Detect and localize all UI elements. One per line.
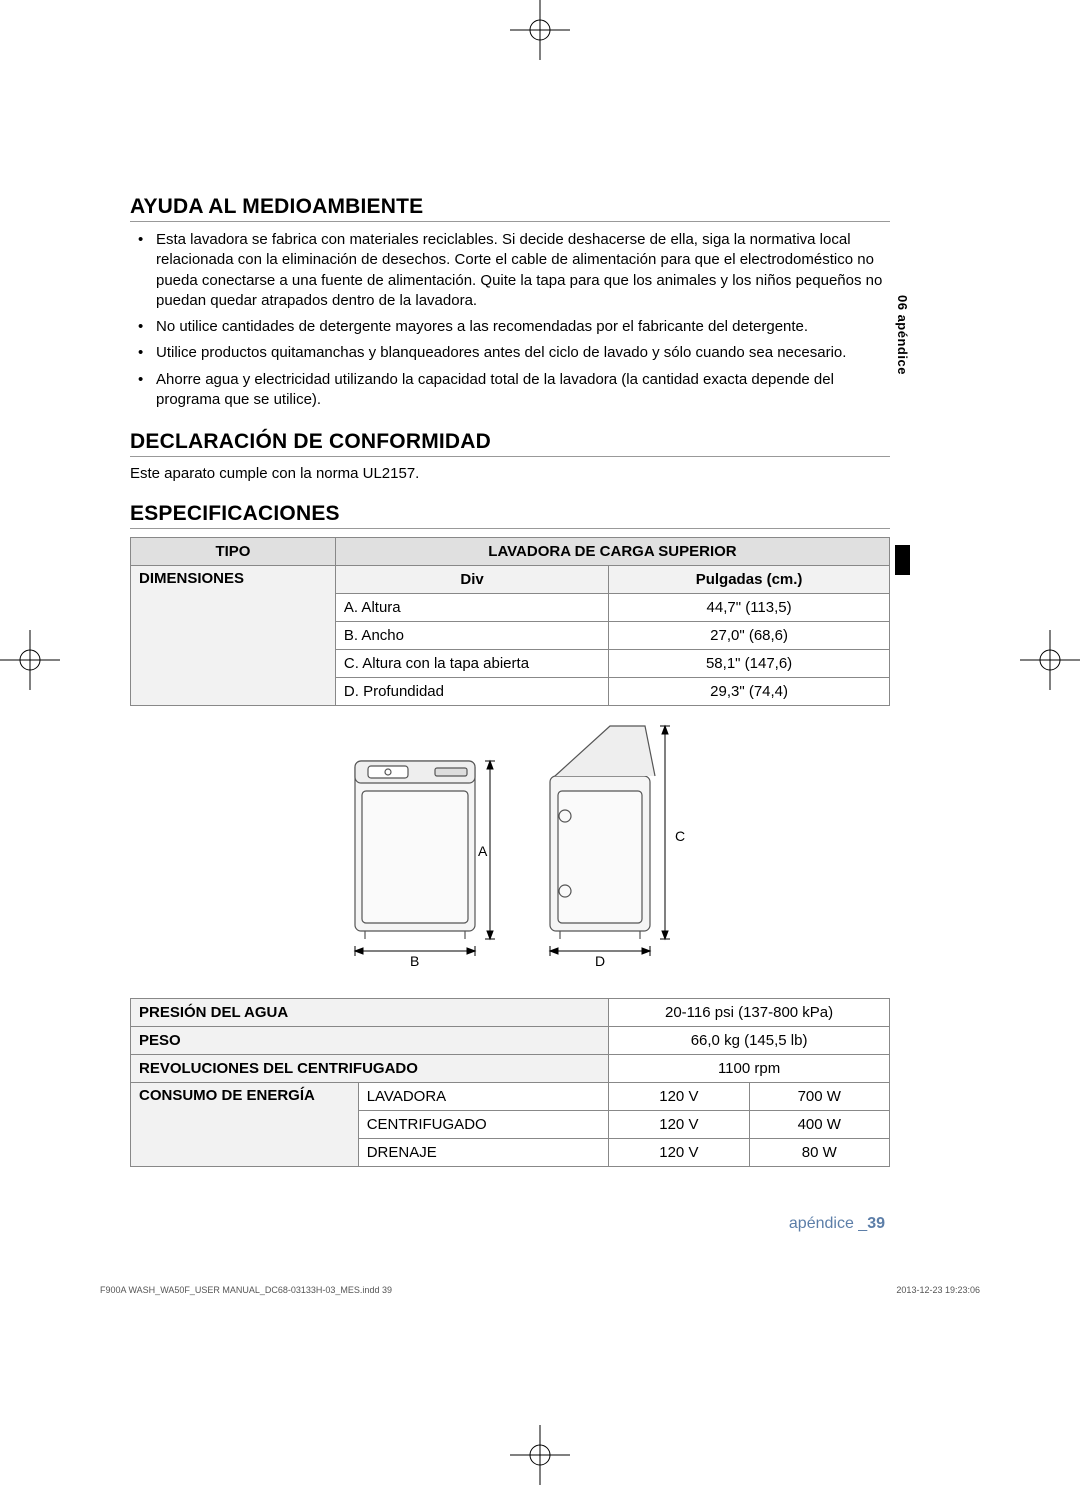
consumo-mode: LAVADORA xyxy=(358,1083,608,1111)
consumo-w: 400 W xyxy=(749,1111,889,1139)
conformidad-text: Este aparato cumple con la norma UL2157. xyxy=(130,465,890,482)
side-tab-marker xyxy=(895,545,910,575)
registration-mark-bottom xyxy=(510,1425,570,1485)
list-item: No utilice cantidades de detergente mayo… xyxy=(156,317,890,337)
print-footer-left: F900A WASH_WA50F_USER MANUAL_DC68-03133H… xyxy=(100,1285,392,1295)
consumo-v: 120 V xyxy=(609,1111,749,1139)
row-rpm-label: REVOLUCIONES DEL CENTRIFUGADO xyxy=(131,1055,609,1083)
consumo-v: 120 V xyxy=(609,1083,749,1111)
footer-page-number: 39 xyxy=(867,1215,885,1232)
ayuda-bullet-list: Esta lavadora se fabrica con materiales … xyxy=(130,230,890,410)
dim-label: D. Profundidad xyxy=(335,678,608,706)
th-tipo: TIPO xyxy=(131,538,336,566)
td-div: Div xyxy=(335,566,608,594)
row-peso-label: PESO xyxy=(131,1027,609,1055)
dim-label: B. Ancho xyxy=(335,622,608,650)
dim-label: A. Altura xyxy=(335,594,608,622)
dim-label: C. Altura con la tapa abierta xyxy=(335,650,608,678)
heading-ayuda: AYUDA AL MEDIOAMBIENTE xyxy=(130,195,890,222)
diagram-label-a: A xyxy=(478,843,488,859)
row-presion-label: PRESIÓN DEL AGUA xyxy=(131,999,609,1027)
consumo-w: 700 W xyxy=(749,1083,889,1111)
consumo-w: 80 W xyxy=(749,1139,889,1167)
registration-mark-top xyxy=(510,0,570,60)
row-presion-val: 20-116 psi (137-800 kPa) xyxy=(609,999,890,1027)
registration-mark-right xyxy=(1020,630,1080,690)
spec-table-top: TIPO LAVADORA DE CARGA SUPERIOR DIMENSIO… xyxy=(130,537,890,706)
heading-especificaciones: ESPECIFICACIONES xyxy=(130,502,890,529)
dim-val: 44,7" (113,5) xyxy=(609,594,890,622)
list-item: Ahorre agua y electricidad utilizando la… xyxy=(156,370,890,411)
heading-conformidad: DECLARACIÓN DE CONFORMIDAD xyxy=(130,430,890,457)
dimension-diagram: A B xyxy=(130,716,890,986)
diagram-label-b: B xyxy=(410,953,419,969)
consumo-v: 120 V xyxy=(609,1139,749,1167)
consumo-mode: CENTRIFUGADO xyxy=(358,1111,608,1139)
list-item: Esta lavadora se fabrica con materiales … xyxy=(156,230,890,311)
consumo-mode: DRENAJE xyxy=(358,1139,608,1167)
footer-section: apéndice _39 xyxy=(789,1215,885,1233)
row-consumo-label: CONSUMO DE ENERGÍA xyxy=(131,1083,359,1167)
th-modelo: LAVADORA DE CARGA SUPERIOR xyxy=(335,538,889,566)
td-dimensiones: DIMENSIONES xyxy=(131,566,336,706)
spec-table-bottom: PRESIÓN DEL AGUA 20-116 psi (137-800 kPa… xyxy=(130,998,890,1167)
side-tab-label: 06 apéndice xyxy=(895,295,910,375)
td-pulg: Pulgadas (cm.) xyxy=(609,566,890,594)
dim-val: 27,0" (68,6) xyxy=(609,622,890,650)
diagram-label-c: C xyxy=(675,828,685,844)
row-rpm-val: 1100 rpm xyxy=(609,1055,890,1083)
registration-mark-left xyxy=(0,630,60,690)
footer-word: apéndice _ xyxy=(789,1215,867,1232)
print-footer-right: 2013-12-23 19:23:06 xyxy=(896,1285,980,1295)
diagram-label-d: D xyxy=(595,953,605,969)
dim-val: 58,1" (147,6) xyxy=(609,650,890,678)
list-item: Utilice productos quitamanchas y blanque… xyxy=(156,343,890,363)
page-content: AYUDA AL MEDIOAMBIENTE Esta lavadora se … xyxy=(130,195,890,1167)
dim-val: 29,3" (74,4) xyxy=(609,678,890,706)
row-peso-val: 66,0 kg (145,5 lb) xyxy=(609,1027,890,1055)
